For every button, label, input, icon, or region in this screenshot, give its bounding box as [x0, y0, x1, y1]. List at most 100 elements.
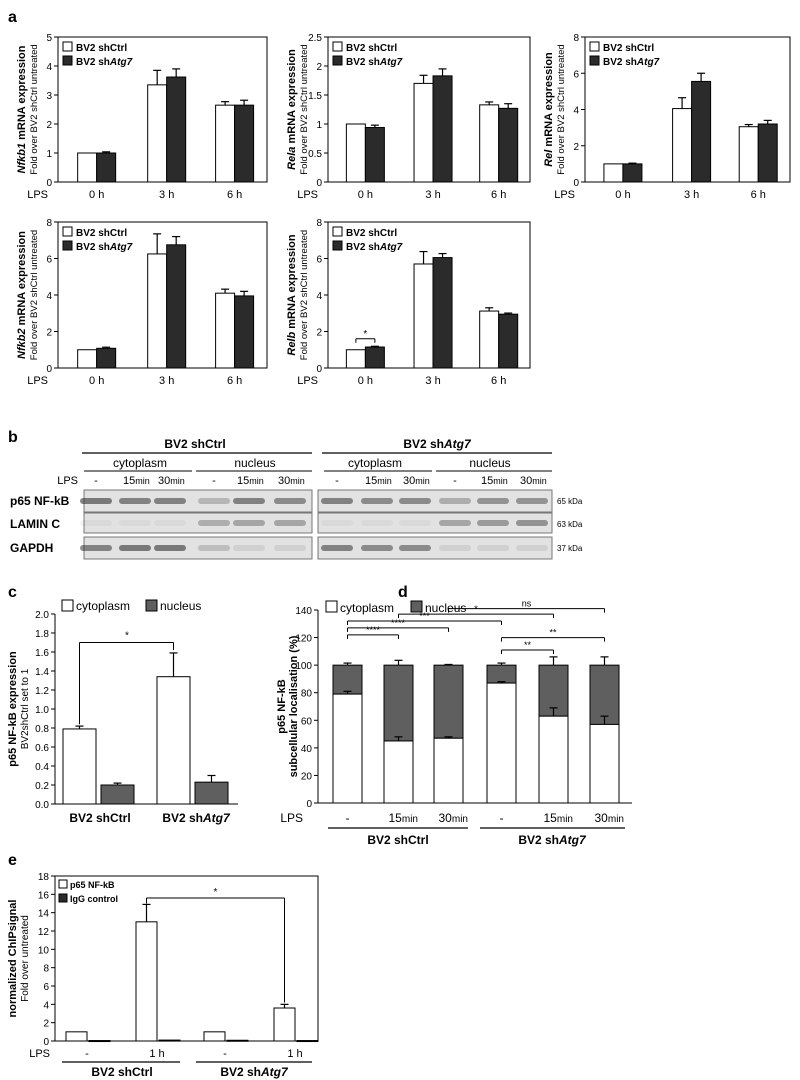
- blot-row-label: p65 NF-kB: [10, 494, 70, 508]
- y-tick-label: 40: [301, 744, 313, 755]
- bar-shatg7-2: [757, 123, 778, 183]
- x-tick-label: 30min: [439, 811, 468, 825]
- chart-relb: 0 2 4 6 8 Relb mRNA expression Fold over BV2 s…: [286, 218, 531, 387]
- bar-shctrl-0: [77, 152, 98, 183]
- bar-cytoplasm-2: [433, 737, 464, 804]
- blot-band: [274, 545, 306, 551]
- blot-strip: [317, 536, 553, 560]
- y-tick-label: 2.5: [308, 33, 322, 44]
- bar-shatg7-1: [432, 75, 453, 183]
- x-tick-label: 6 h: [227, 189, 242, 201]
- x-tick-label: 6 h: [227, 375, 242, 387]
- blot-compartment: cytoplasm: [348, 456, 402, 470]
- x-tick-label: 15min: [389, 811, 418, 825]
- blot-band: [80, 545, 112, 551]
- significance-label: ***: [419, 611, 430, 621]
- y-tick-label: 6: [43, 982, 49, 993]
- y-tick-label: 4: [316, 291, 322, 302]
- bar-shatg7-1: [166, 244, 187, 369]
- bar-shctrl-0: [77, 349, 98, 369]
- x-tick-label: 3 h: [425, 189, 440, 201]
- blot-compartment: nucleus: [234, 456, 275, 470]
- x-tick-label: 0 h: [358, 189, 373, 201]
- blot-band: [274, 520, 306, 526]
- blot-band: [439, 520, 471, 526]
- y-axis-label: Rel mRNA expression: [543, 52, 555, 167]
- y-tick-label: 0: [46, 364, 52, 375]
- y-tick-label: 4: [46, 291, 52, 302]
- x-tick-label: 0 h: [89, 375, 104, 387]
- y-tick-label: 8: [316, 218, 322, 229]
- y-tick-label: 1.2: [35, 686, 49, 697]
- x-group-label-shatg7: BV2 shAtg7: [162, 811, 231, 825]
- panel-letter-d: d: [398, 584, 408, 601]
- x-tick-label: 1 h: [287, 1048, 302, 1060]
- y-tick-label: 120: [295, 634, 312, 645]
- x-tick-label: 3 h: [159, 375, 174, 387]
- legend-swatch-shatg7: [332, 55, 343, 66]
- bar-nucleus-1: [194, 781, 229, 805]
- blot-band: [439, 545, 471, 551]
- bar-nucleus-3: [486, 664, 517, 684]
- legend-swatch-shatg7: [332, 240, 343, 251]
- blot-band: [361, 498, 393, 504]
- chart-e: 0 2 4 6 8 10 12 14 16 18 normalized ChIPsignal Fold…: [7, 872, 319, 1079]
- y-tick-label: 1: [316, 120, 322, 131]
- legend-swatch-shatg7: [62, 240, 73, 251]
- panel-letter-b: b: [8, 429, 18, 446]
- blot-strip: [83, 512, 313, 534]
- y-tick-label: 16: [38, 890, 50, 901]
- y-tick-label: 8: [43, 964, 49, 975]
- legend-swatch-shctrl: [589, 41, 600, 52]
- blot-band: [198, 545, 230, 551]
- x-tick-label: 0 h: [358, 375, 373, 387]
- bar-p65-1: [135, 921, 158, 1042]
- blot-band: [399, 545, 431, 551]
- y-tick-label: 2: [316, 62, 322, 73]
- y-tick-label: 6: [316, 255, 322, 266]
- significance-label: ns: [522, 599, 532, 609]
- blot-band: [321, 545, 353, 551]
- bar-shatg7-0: [96, 347, 117, 369]
- y-tick-label: 2.0: [35, 610, 49, 621]
- chart-c: cytoplasm nucleus 0.0 0.2 0.4 0.6 0.8 1.0 1.2 1.4…: [7, 599, 238, 825]
- x-tick-label: 3 h: [159, 189, 174, 201]
- blot-band: [154, 498, 186, 504]
- legend-label-nucleus: nucleus: [160, 599, 201, 613]
- bar-igg-0: [88, 1040, 111, 1043]
- bar-shatg7-1: [432, 257, 453, 369]
- blot-lane-label: -: [94, 475, 98, 487]
- legend-label-nucleus: nucleus: [425, 601, 466, 615]
- y-tick-label: 0.0: [35, 800, 49, 811]
- x-group-label-shatg7: BV2 shAtg7: [220, 1065, 289, 1079]
- y-tick-label: 0.8: [35, 724, 49, 735]
- bar-shctrl-1: [147, 84, 168, 183]
- legend-swatch-igg: [58, 893, 68, 903]
- x-tick-label: 15min: [544, 811, 573, 825]
- legend-label-shatg7: BV2 shAtg7: [346, 57, 403, 68]
- y-tick-label: 6: [46, 255, 52, 266]
- legend-swatch-nucleus: [145, 599, 158, 612]
- bar-shctrl-2: [479, 310, 500, 369]
- x-tick-label: -: [346, 811, 350, 825]
- y-tick-label: 0.2: [35, 781, 49, 792]
- x-tick-label: 6 h: [751, 189, 766, 201]
- y-axis-sublabel: BV2shCtrl set to 1: [20, 668, 31, 749]
- y-axis-label: normalized ChIPsignal: [7, 900, 19, 1018]
- y-tick-label: 2: [46, 328, 52, 339]
- y-axis-sublabel: Fold over BV2 shCtrl untreated: [29, 230, 40, 360]
- legend-label-p65: p65 NF-kB: [70, 880, 115, 890]
- bar-shctrl-2: [215, 292, 236, 369]
- blot-lane-label: 15min: [123, 475, 150, 487]
- bar-shatg7-0: [364, 346, 385, 369]
- blot-band: [80, 520, 112, 526]
- y-axis-sublabel: Fold over untreated: [20, 915, 31, 1002]
- y-tick-label: 1.8: [35, 629, 49, 640]
- bar-nucleus-2: [433, 664, 464, 739]
- bar-nucleus-0: [332, 664, 363, 695]
- legend-label-shctrl: BV2 shCtrl: [76, 228, 127, 239]
- y-tick-label: 14: [38, 909, 50, 920]
- y-axis-label: Nfkb2 mRNA expression: [16, 231, 28, 359]
